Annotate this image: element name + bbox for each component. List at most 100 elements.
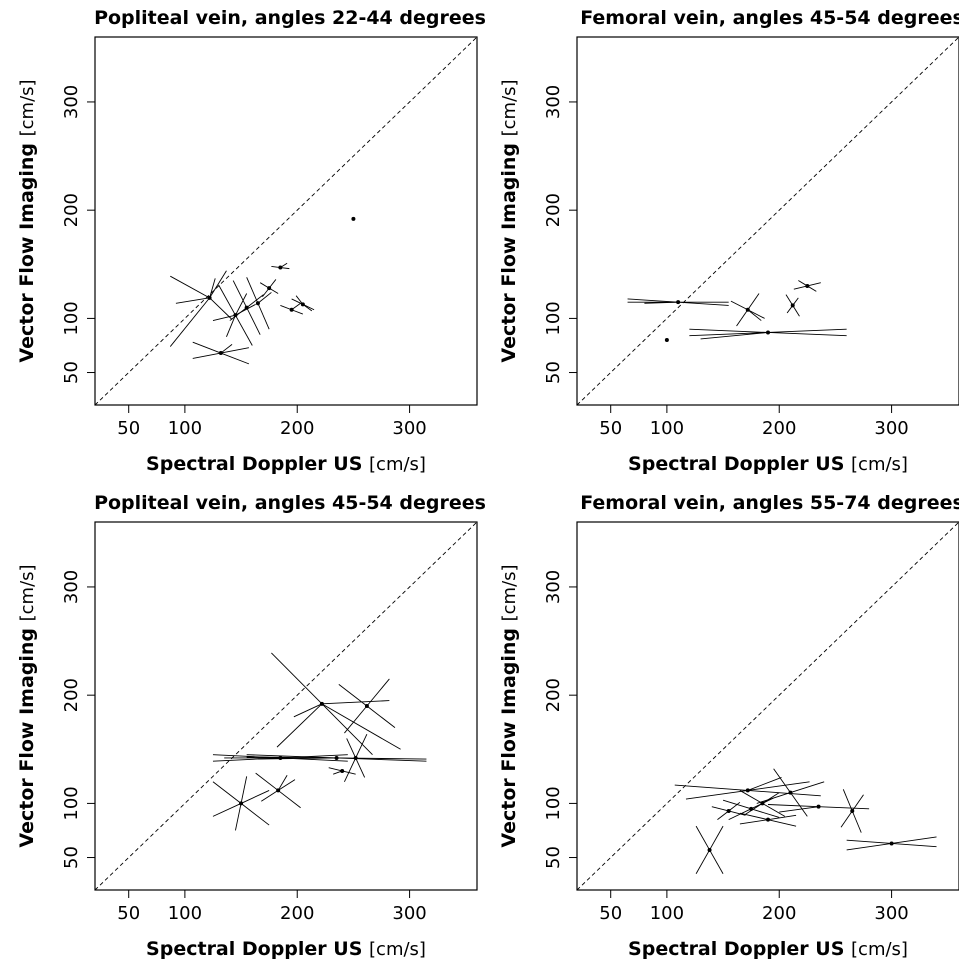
- spread-line: [785, 294, 794, 306]
- spread-line: [689, 328, 769, 333]
- identity-line: [94, 36, 478, 406]
- spread-line: [261, 790, 279, 802]
- point-marker: [745, 307, 750, 312]
- data-point: [192, 341, 250, 365]
- panel-title: Popliteal vein, angles 45-54 degrees: [94, 492, 486, 514]
- x-axis-label: Spectral Doppler US [cm/s]: [628, 453, 908, 475]
- point-marker: [766, 330, 770, 335]
- spread-line: [280, 305, 292, 311]
- spread-line: [257, 757, 337, 760]
- point-marker: [218, 351, 223, 356]
- plot-frame: [576, 521, 959, 891]
- spread-line: [328, 767, 343, 772]
- spread-line: [767, 328, 847, 333]
- x-tick-label: 200: [280, 418, 314, 439]
- spread-line: [192, 341, 221, 354]
- spread-line: [842, 789, 853, 812]
- x-tick-label: 50: [117, 418, 140, 439]
- spread-line: [840, 810, 853, 828]
- point-marker: [239, 801, 244, 806]
- spread-line: [321, 700, 390, 705]
- identity-line: [94, 521, 478, 891]
- point-marker: [760, 801, 765, 806]
- data-point: [271, 652, 401, 756]
- spread-line: [762, 803, 786, 817]
- point-marker: [726, 808, 731, 813]
- spread-line: [739, 790, 763, 804]
- spread-line: [627, 298, 679, 303]
- spread-line: [745, 803, 763, 815]
- point-marker: [889, 841, 894, 846]
- point-marker: [790, 303, 795, 308]
- point-marker: [745, 788, 750, 793]
- panel-title: Popliteal vein, angles 22-44 degrees: [94, 7, 486, 29]
- data-point: [338, 678, 396, 734]
- spread-line: [175, 297, 210, 304]
- spread-line: [779, 806, 819, 813]
- data-point: [291, 295, 315, 312]
- spread-line: [212, 803, 242, 817]
- point-marker: [805, 283, 810, 288]
- point-marker: [766, 817, 770, 822]
- spread-line: [240, 803, 270, 826]
- point-marker: [788, 790, 793, 795]
- spread-line: [209, 297, 233, 320]
- point-marker: [244, 305, 249, 310]
- spread-line: [891, 836, 937, 844]
- spread-line: [277, 775, 288, 791]
- panel-title: Femoral vein, angles 55-74 degrees: [580, 492, 959, 514]
- spread-line: [220, 344, 233, 354]
- chart-panel-3: Popliteal vein, angles 45-54 degrees 50 10…: [16, 492, 486, 960]
- plot-frame: [94, 521, 478, 891]
- data-point: [328, 767, 356, 775]
- spread-line: [246, 277, 259, 304]
- spread-line: [711, 806, 729, 812]
- spread-line: [767, 814, 797, 821]
- spread-line: [235, 803, 242, 831]
- point-marker: [850, 808, 855, 813]
- spread-line: [846, 843, 892, 851]
- spread-line: [218, 284, 236, 316]
- data-point: [793, 280, 821, 292]
- spread-line: [689, 332, 769, 337]
- chart-panel-4: Femoral vein, angles 55-74 degrees 50 100 2…: [498, 492, 959, 960]
- data-point: [344, 733, 368, 782]
- spread-line: [700, 332, 769, 340]
- spread-line: [338, 683, 368, 707]
- spread-line: [751, 808, 780, 818]
- data-point: [739, 812, 797, 827]
- data-point: [739, 790, 786, 817]
- spread-line: [851, 810, 862, 833]
- spread-line: [747, 789, 821, 797]
- data-point: [664, 338, 669, 343]
- y-tick-label: 300: [61, 85, 82, 119]
- data-point: [840, 789, 864, 833]
- y-tick-label: 100: [543, 786, 564, 820]
- x-tick-label: 300: [392, 903, 426, 924]
- spread-line: [271, 652, 323, 705]
- y-tick-label: 100: [61, 301, 82, 335]
- spread-line: [246, 307, 261, 335]
- spread-line: [767, 819, 797, 827]
- point-marker: [676, 300, 681, 305]
- point-marker: [207, 295, 212, 300]
- point-marker: [289, 307, 294, 312]
- spread-line: [728, 808, 752, 821]
- data-point: [212, 776, 270, 831]
- spread-line: [739, 812, 769, 821]
- x-tick-label: 50: [117, 903, 140, 924]
- spread-line: [220, 352, 250, 365]
- point-marker: [233, 313, 238, 318]
- identity-line: [576, 521, 959, 891]
- y-tick-label: 300: [61, 570, 82, 604]
- spread-line: [793, 285, 808, 290]
- spread-line: [756, 792, 791, 804]
- spread-line: [846, 839, 892, 844]
- y-tick-label: 200: [543, 678, 564, 712]
- chart-panel-2: Femoral vein, angles 45-54 degrees 50 100 2…: [498, 7, 959, 475]
- data-point: [351, 216, 356, 221]
- spread-line: [246, 294, 264, 308]
- y-tick-label: 300: [543, 570, 564, 604]
- spread-line: [728, 801, 741, 812]
